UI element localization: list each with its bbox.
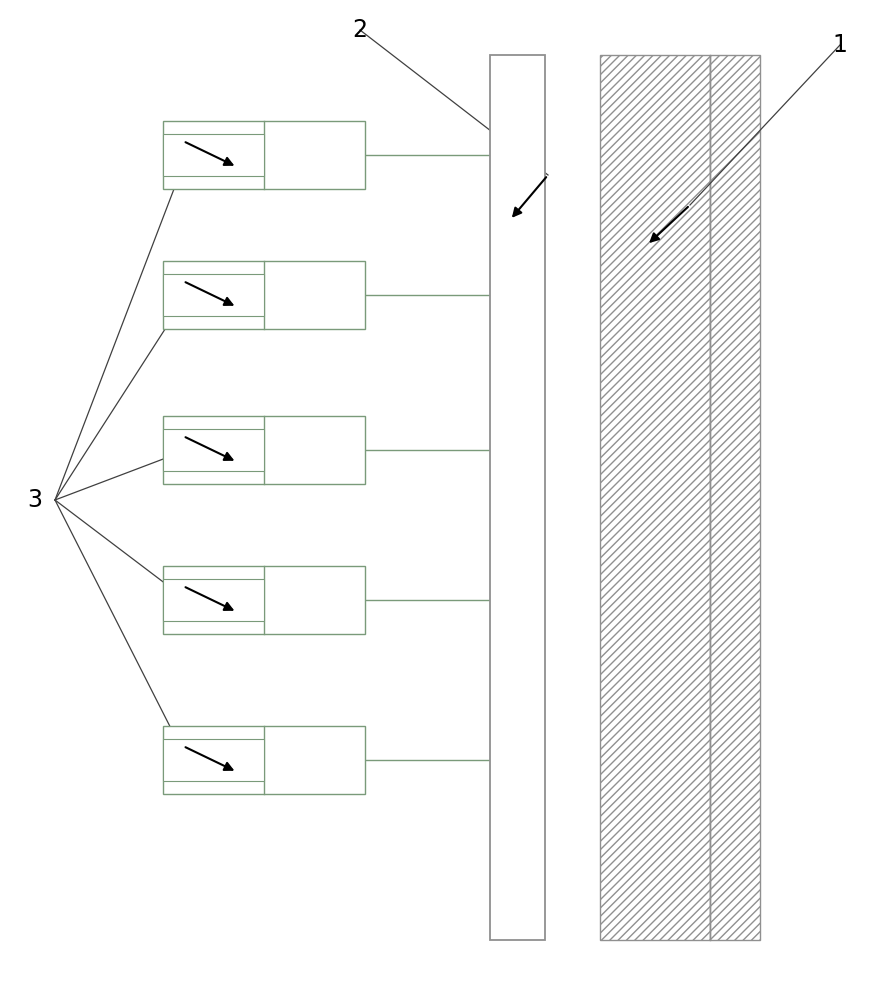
Bar bbox=[163, 429, 264, 471]
Bar bbox=[163, 739, 264, 781]
Bar bbox=[600, 55, 710, 940]
Bar bbox=[163, 566, 365, 634]
Text: 1: 1 bbox=[833, 33, 847, 57]
Bar bbox=[163, 416, 365, 484]
Bar bbox=[163, 121, 365, 189]
Bar bbox=[163, 134, 264, 176]
Text: 2: 2 bbox=[353, 18, 368, 42]
Bar bbox=[490, 55, 545, 940]
Bar bbox=[163, 261, 365, 329]
Text: 3: 3 bbox=[28, 488, 43, 512]
Bar bbox=[710, 55, 760, 940]
Bar bbox=[163, 726, 365, 794]
Bar bbox=[163, 274, 264, 316]
Bar bbox=[163, 579, 264, 621]
